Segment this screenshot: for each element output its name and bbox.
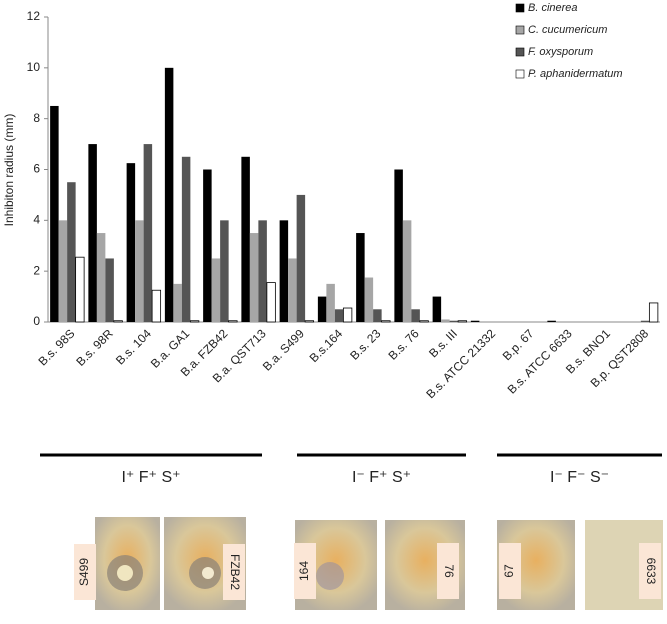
x-tick-label: B.s. 98S — [36, 326, 78, 368]
bar — [547, 320, 556, 322]
y-tick-label: 12 — [27, 9, 41, 23]
bar — [449, 320, 459, 322]
bar — [211, 258, 221, 322]
bar — [164, 67, 174, 322]
bar — [58, 220, 68, 322]
bar — [151, 289, 162, 323]
bar — [266, 282, 276, 323]
legend-label: B. cinerea — [528, 2, 578, 14]
bar — [640, 320, 650, 322]
plate-label: 6633 — [644, 558, 658, 585]
plate-label-box — [639, 543, 661, 599]
y-tick-label: 4 — [33, 213, 40, 227]
bar — [296, 194, 306, 322]
group-label: I⁻ F⁺ S⁺ — [352, 469, 411, 486]
bar — [432, 296, 442, 322]
bar — [419, 320, 429, 323]
group-label: I⁻ F⁻ S⁻ — [550, 469, 609, 486]
y-tick-label: 10 — [27, 60, 41, 74]
legend-label: F. oxysporum — [528, 46, 593, 58]
plate-label: 164 — [297, 561, 311, 581]
bar — [181, 156, 191, 322]
y-tick-label: 0 — [33, 314, 40, 328]
bar — [113, 320, 123, 323]
x-tick-label: B.p. 67 — [500, 326, 537, 363]
bar — [96, 233, 106, 322]
bar — [249, 233, 259, 322]
bar — [88, 144, 97, 322]
x-tick-label: B.s. 23 — [347, 326, 384, 363]
bar — [470, 320, 480, 322]
plate-label: S499 — [77, 558, 91, 586]
bar — [143, 144, 153, 322]
plate-label-box — [74, 544, 96, 600]
legend-swatch — [515, 69, 525, 79]
bar — [189, 320, 200, 323]
bar — [173, 283, 182, 322]
bar — [356, 233, 365, 322]
legend-label: C. cucumericum — [528, 24, 607, 36]
x-tick-label: B.s. 76 — [385, 326, 422, 363]
y-tick-label: 8 — [33, 111, 40, 125]
group-label: I⁺ F⁺ S⁺ — [121, 469, 180, 486]
y-axis-label: Inhibiton radius (mm) — [2, 114, 16, 227]
bar — [203, 169, 212, 322]
x-tick-label: B.s. ATCC 21332 — [423, 326, 498, 401]
bar — [67, 182, 76, 322]
inhibition-zone — [316, 562, 344, 590]
x-tick-label: B.s.164 — [307, 326, 346, 365]
legend-label: P. aphanidermatum — [528, 68, 623, 80]
plate-label-box — [223, 544, 245, 600]
bar — [317, 296, 327, 322]
bar — [258, 220, 267, 322]
colony — [117, 565, 133, 581]
bar — [326, 283, 335, 322]
bar — [279, 220, 289, 322]
bar — [373, 309, 382, 322]
bar — [381, 320, 391, 323]
bar — [457, 320, 468, 323]
bar — [126, 163, 136, 322]
bar — [75, 256, 85, 323]
bar — [441, 319, 450, 322]
plate-label-box — [437, 543, 459, 599]
plate-label: FZB42 — [228, 554, 242, 590]
plate-label-box — [499, 543, 521, 599]
legend-swatch — [515, 3, 525, 13]
bar — [220, 220, 229, 322]
bar — [50, 105, 59, 322]
bar — [411, 309, 420, 322]
bar — [334, 309, 344, 322]
colony — [202, 567, 214, 579]
legend-swatch — [515, 47, 525, 57]
y-tick-label: 6 — [33, 162, 40, 176]
x-tick-label: B.s. III — [426, 326, 460, 360]
bar — [394, 169, 403, 322]
y-tick-label: 2 — [33, 263, 40, 277]
bar — [288, 258, 297, 322]
bar — [135, 220, 144, 322]
plate-label: 76 — [442, 564, 456, 578]
bar — [342, 307, 353, 323]
bar — [228, 320, 238, 323]
bar — [105, 258, 114, 322]
plate-label-box — [294, 543, 316, 599]
bar — [304, 320, 315, 323]
legend-swatch — [515, 25, 525, 35]
plates — [95, 517, 663, 610]
bar — [648, 302, 659, 323]
bar — [364, 277, 374, 322]
plate-label: 67 — [502, 564, 516, 578]
bar — [241, 156, 250, 322]
x-tick-label: B.s. 98R — [73, 326, 116, 369]
x-tick-label: B.a. S499 — [260, 326, 307, 373]
bar — [402, 220, 412, 322]
